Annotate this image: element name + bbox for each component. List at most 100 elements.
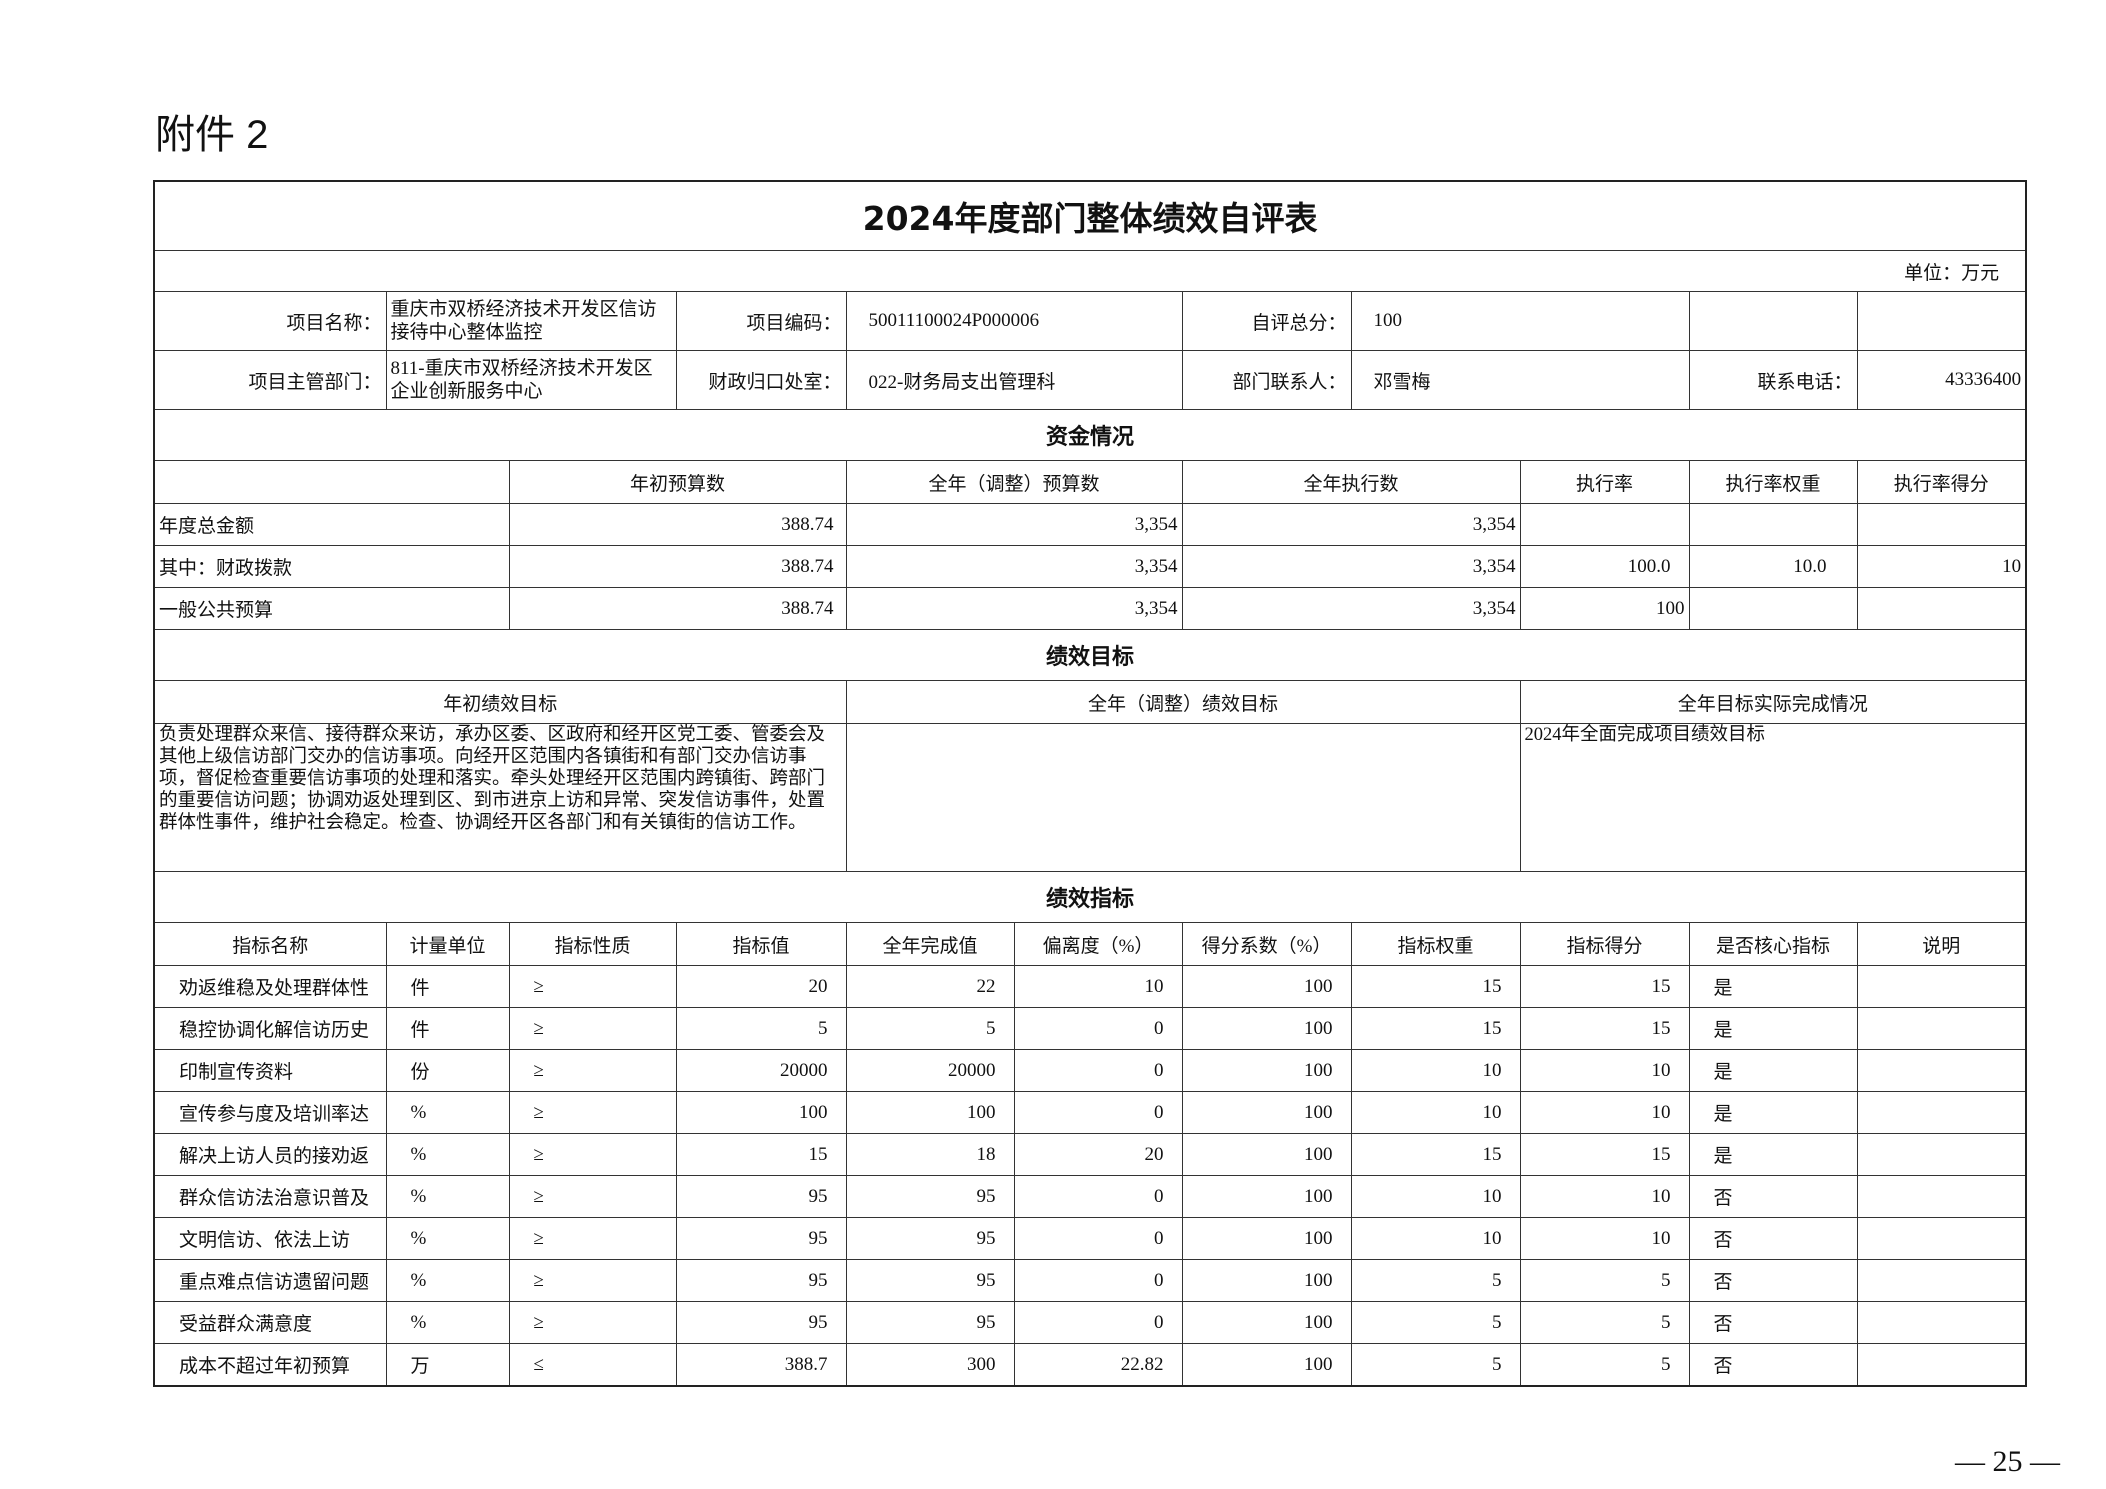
- indicator-cell: 否: [1688, 1301, 1858, 1344]
- indicator-cell: 100: [1181, 1217, 1352, 1260]
- indicator-cell: 是: [1688, 1133, 1858, 1176]
- goals-header: 全年（调整）绩效目标: [845, 680, 1521, 724]
- indicator-cell: 10: [1519, 1217, 1690, 1260]
- indicator-cell: 15: [1350, 1133, 1521, 1176]
- indicator-cell: 0: [1013, 1301, 1183, 1344]
- funds-cell: 100: [1519, 587, 1690, 630]
- indicator-cell: 劝返维稳及处理群体性: [153, 965, 387, 1008]
- indicator-cell: 是: [1688, 965, 1858, 1008]
- indicator-row: 群众信访法治意识普及% ≥95 95 0 100 10 10 否: [153, 1175, 2027, 1218]
- funds-cell: 388.74: [508, 503, 847, 546]
- indicator-cell: 否: [1688, 1259, 1858, 1302]
- indicator-cell: 95: [845, 1217, 1015, 1260]
- indicator-cell: %: [385, 1091, 510, 1134]
- indicator-cell: ≥: [508, 1091, 677, 1134]
- indicator-cell: 印制宣传资料: [153, 1049, 387, 1092]
- indicators-section-title: 绩效指标: [153, 871, 2027, 923]
- funds-header: 执行率得分: [1856, 460, 2027, 504]
- indicator-cell: 5: [1350, 1301, 1521, 1344]
- indicator-cell: 否: [1688, 1343, 1858, 1387]
- indicator-cell: 100: [1181, 1091, 1352, 1134]
- indicator-header: 得分系数（%）: [1181, 922, 1352, 966]
- indicator-row: 宣传参与度及培训率达% ≥100 100 0 100 10 10 是: [153, 1091, 2027, 1134]
- blank-cell: [1688, 291, 1858, 351]
- indicator-cell: ≥: [508, 1175, 677, 1218]
- indicator-cell: 件: [385, 965, 510, 1008]
- funds-cell: [1856, 503, 2027, 546]
- indicator-cell: 15: [1519, 965, 1690, 1008]
- indicator-cell: 5: [1350, 1343, 1521, 1387]
- indicator-cell: 0: [1013, 1091, 1183, 1134]
- funds-cell: [1688, 503, 1858, 546]
- indicator-cell: 宣传参与度及培训率达: [153, 1091, 387, 1134]
- indicator-cell: 95: [845, 1259, 1015, 1302]
- indicator-row: 稳控协调化解信访历史件 ≥5 5 0 100 15 15 是: [153, 1007, 2027, 1050]
- indicator-cell: 95: [675, 1217, 847, 1260]
- funds-cell: 388.74: [508, 545, 847, 588]
- indicator-cell: 18: [845, 1133, 1015, 1176]
- indicator-cell: %: [385, 1133, 510, 1176]
- indicator-cell: 20000: [845, 1049, 1015, 1092]
- goals-section-title: 绩效目标: [153, 629, 2027, 681]
- indicator-cell: 95: [675, 1175, 847, 1218]
- funds-header: 执行率: [1519, 460, 1690, 504]
- indicator-cell: [1856, 1049, 2027, 1092]
- phone-label: 联系电话：: [1688, 350, 1858, 410]
- indicator-cell: [1856, 1343, 2027, 1387]
- goals-header: 全年目标实际完成情况: [1519, 680, 2027, 724]
- indicator-cell: 0: [1013, 1259, 1183, 1302]
- indicator-cell: ≥: [508, 1007, 677, 1050]
- indicator-cell: 10: [1013, 965, 1183, 1008]
- goals-header: 年初绩效目标: [153, 680, 847, 724]
- score-label: 自评总分：: [1181, 291, 1352, 351]
- indicator-cell: 份: [385, 1049, 510, 1092]
- indicator-cell: [1856, 1217, 2027, 1260]
- funds-cell: 10: [1856, 545, 2027, 588]
- indicator-cell: 重点难点信访遗留问题: [153, 1259, 387, 1302]
- indicator-cell: 95: [675, 1301, 847, 1344]
- indicator-row: 重点难点信访遗留问题% ≥95 95 0 100 5 5 否: [153, 1259, 2027, 1302]
- indicator-cell: [1856, 1091, 2027, 1134]
- indicator-cell: %: [385, 1301, 510, 1344]
- indicator-cell: 15: [1350, 965, 1521, 1008]
- indicator-cell: 15: [1519, 1133, 1690, 1176]
- indicator-cell: 0: [1013, 1049, 1183, 1092]
- indicator-cell: 95: [675, 1259, 847, 1302]
- indicator-cell: 5: [845, 1007, 1015, 1050]
- indicator-cell: 15: [1519, 1007, 1690, 1050]
- indicator-cell: [1856, 1007, 2027, 1050]
- indicator-cell: 10: [1519, 1175, 1690, 1218]
- indicator-cell: ≥: [508, 1049, 677, 1092]
- blank-cell: [1856, 291, 2027, 351]
- indicator-cell: ≤: [508, 1343, 677, 1387]
- indicator-cell: 10: [1350, 1217, 1521, 1260]
- indicator-cell: 是: [1688, 1049, 1858, 1092]
- funds-row: 年度总金额 388.74 3,354 3,354: [153, 503, 2027, 546]
- indicator-cell: 5: [1519, 1259, 1690, 1302]
- indicator-cell: 群众信访法治意识普及: [153, 1175, 387, 1218]
- indicator-row: 受益群众满意度% ≥95 95 0 100 5 5 否: [153, 1301, 2027, 1344]
- funds-cell: 100.0: [1519, 545, 1690, 588]
- indicator-cell: 22.82: [1013, 1343, 1183, 1387]
- indicator-header: 指标性质: [508, 922, 677, 966]
- indicator-cell: 22: [845, 965, 1015, 1008]
- funds-header: 年初预算数: [508, 460, 847, 504]
- indicator-cell: 解决上访人员的接劝返: [153, 1133, 387, 1176]
- indicator-cell: 15: [1350, 1007, 1521, 1050]
- funds-row: 其中：财政拨款 388.74 3,354 3,354 100.0 10.0 10: [153, 545, 2027, 588]
- project-code: 50011100024P000006: [845, 291, 1183, 351]
- indicator-row: 印制宣传资料份 ≥20000 20000 0 100 10 10 是: [153, 1049, 2027, 1092]
- indicator-cell: 5: [1519, 1301, 1690, 1344]
- indicator-header: 全年完成值: [845, 922, 1015, 966]
- indicator-cell: [1856, 1133, 2027, 1176]
- project-name: 重庆市双桥经济技术开发区信访接待中心整体监控: [385, 291, 677, 351]
- indicator-cell: 100: [1181, 1175, 1352, 1218]
- funds-header-blank: [153, 460, 510, 504]
- dept-label: 项目主管部门：: [153, 350, 387, 410]
- table-title: 2024年度部门整体绩效自评表: [153, 180, 2027, 251]
- indicator-cell: 10: [1519, 1091, 1690, 1134]
- indicator-header: 指标名称: [153, 922, 387, 966]
- indicator-cell: 成本不超过年初预算: [153, 1343, 387, 1387]
- indicator-cell: 100: [1181, 1007, 1352, 1050]
- funds-cell: 3,354: [845, 545, 1183, 588]
